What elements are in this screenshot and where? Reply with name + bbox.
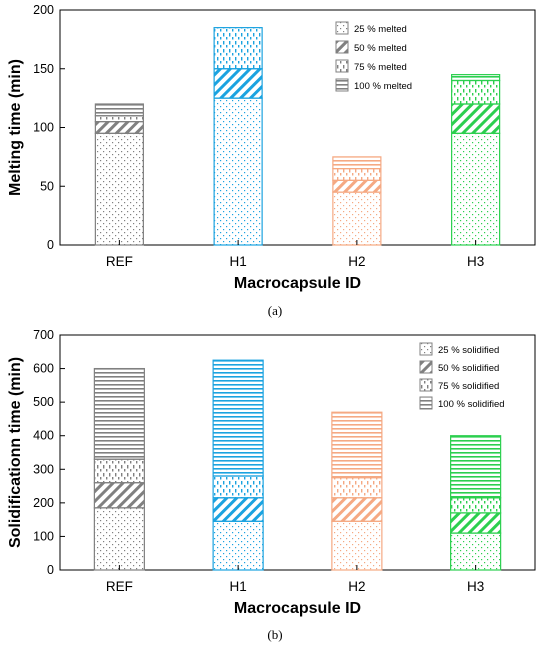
legend-swatch [335,40,349,54]
bar-ref-segment-4 [93,367,145,460]
legend-entry: 50 % melted [354,43,407,54]
bar-h3-segment-3 [451,79,501,105]
bar-h3-segment-1 [451,132,501,246]
panel-b-caption: (b) [267,627,283,642]
bar-h2-segment-4 [332,156,382,170]
bar-h2-segment-3 [331,477,383,499]
x-tick-label: H3 [467,254,484,269]
y-tick-label: 100 [33,121,54,135]
bar-ref-segment-1 [93,507,145,571]
bar-h2-segment-1 [332,191,382,246]
x-tick-label: H3 [467,579,484,594]
legend: 25 % melted 50 % melted 75 % melted 100 % m… [335,21,412,92]
chart-panel-melting: 0 50 100 150 200 REF H1 H2 H3 Macrocapsule ID Melt… [7,3,536,292]
bar-h3-segment-1 [450,532,502,571]
y-tick-label: 200 [33,496,54,510]
bar-h1-segment-3 [213,27,263,70]
y-tick-label: 300 [33,462,54,476]
bar-h2-segment-3 [332,168,382,181]
y-tick-label: 500 [33,395,54,409]
plot-frame [59,334,536,571]
bar-h1-segment-2 [212,497,264,522]
bar-h3-segment-2 [450,512,502,534]
legend-entry: 100 % melted [354,81,412,92]
y-tick-label: 0 [47,238,54,252]
bar-h2-segment-2 [332,179,382,193]
bar-h2-segment-2 [331,497,383,522]
x-tick-label: H1 [229,254,246,269]
bar-h3-segment-3 [450,497,502,514]
y-axis-label: Melting time (min) [7,59,24,196]
y-tick-label: 400 [33,429,54,443]
x-axis-label: Macrocapsule ID [234,600,361,617]
bar-ref-segment-1 [94,132,144,246]
bar-h3-segment-4 [451,74,501,82]
bar-h3-segment-4 [450,435,502,499]
chart-panel-solidification: 0 100 200 300 400 500 600 700 REF H1 H2 H3 Macrocaps… [7,328,536,617]
y-tick-label: 600 [33,362,54,376]
x-tick-label: REF [106,254,133,269]
x-tick-label: H1 [229,579,246,594]
bar-h2-segment-1 [331,520,383,571]
legend-swatch [335,59,349,73]
bar-ref-segment-2 [94,121,144,134]
y-tick-label: 150 [33,62,54,76]
y-tick-label: 700 [33,328,54,342]
bar-h1-segment-1 [212,520,264,571]
legend-entry: 50 % solidified [438,363,499,374]
bar-ref-segment-2 [93,482,145,509]
x-axis-label: Macrocapsule ID [234,275,361,292]
bar-ref-segment-3 [93,458,145,484]
bar-ref-segment-4 [94,103,144,117]
y-tick-label: 50 [40,179,54,193]
bar-h1-segment-3 [212,475,264,499]
legend-entry: 100 % solidified [438,399,505,410]
legend-swatch [419,378,433,392]
x-tick-label: H2 [348,254,365,269]
bar-h1-segment-2 [213,68,263,99]
y-tick-label: 200 [33,3,54,17]
bar-h1-segment-4 [212,359,264,477]
bar-h3-segment-2 [451,103,501,134]
legend-swatch [335,21,349,35]
legend-entry: 75 % melted [354,62,407,73]
legend-swatch [419,396,433,410]
legend: 25 % solidified 50 % solidified 75 % solid… [419,342,505,410]
bar-ref-segment-3 [94,115,144,123]
panel-a-caption: (a) [267,303,283,318]
legend-entry: 25 % melted [354,24,407,35]
x-tick-label: REF [106,579,133,594]
y-axis-label: Solidificationn time (min) [7,357,24,548]
y-tick-label: 100 [33,529,54,543]
bar-h1-segment-1 [213,97,263,246]
legend-entry: 25 % solidified [438,345,499,356]
x-tick-label: H2 [348,579,365,594]
legend-entry: 75 % solidified [438,381,499,392]
legend-swatch [419,342,433,356]
legend-swatch [419,360,433,374]
bar-h2-segment-4 [331,411,383,479]
y-tick-label: 0 [47,563,54,577]
legend-swatch [335,78,349,92]
